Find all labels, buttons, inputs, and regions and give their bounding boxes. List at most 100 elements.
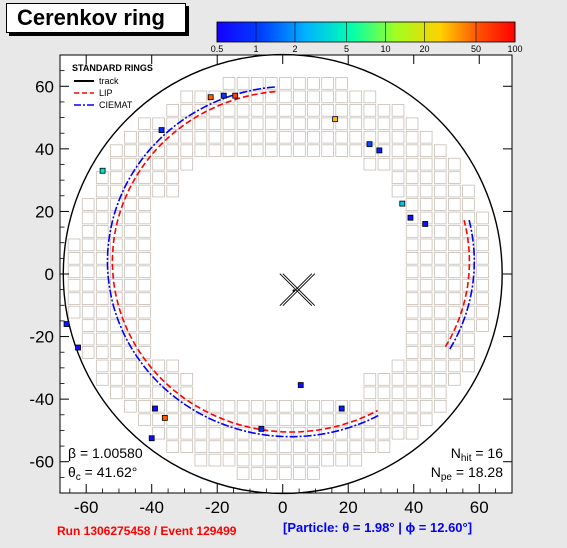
pmt-cell [448,211,461,225]
hit-point [148,435,155,442]
pmt-cell [152,184,165,198]
hit-point [152,405,158,412]
pmt-cell [462,319,475,332]
pmt-cell [476,238,489,252]
plot-frame [59,54,513,494]
pmt-cell [349,399,363,413]
pmt-cell [264,467,278,480]
pmt-cell [391,117,405,131]
pmt-cell [67,278,81,292]
pmt-cell [293,467,306,480]
pmt-cell [110,278,123,292]
pmt-cell [138,399,151,413]
pmt-cell [279,453,292,467]
pmt-cell [433,171,447,184]
pmt-cell [81,332,95,346]
pmt-cell [462,278,475,292]
pmt-cell [307,104,320,117]
colorbar-tick-label: 5 [344,44,349,54]
pmt-cell [377,440,391,453]
pmt-cell [476,211,489,225]
pmt-cell [419,171,433,184]
pmt-cell [110,144,123,157]
pmt-cell [405,225,419,238]
pmt-cell [236,399,250,413]
pmt-cell [448,157,461,171]
pmt-cell [81,278,95,292]
theta-c-value: θc = 41.62° [68,464,137,483]
pmt-cell [433,184,447,198]
pmt-cell [321,453,334,467]
pmt-cell [152,373,165,386]
pmt-cell [180,157,194,171]
pmt-cell [293,453,306,467]
pmt-cell [448,305,461,319]
colorbar-tick-label: 1 [253,44,258,54]
pmt-cell [307,77,320,90]
pmt-cell [166,399,179,413]
pmt-cell [250,467,264,480]
pmt-cell [462,184,475,198]
pmt-cell [448,265,461,279]
pmt-cell [349,117,363,131]
pmt-cell [448,252,461,265]
pmt-cell [476,252,489,265]
colorbar: 0.5 1 2 5 10 20 50 100 [211,21,523,54]
pmt-cell [124,144,137,157]
pmt-cell [405,386,419,400]
pmt-cell [95,211,109,225]
pmt-cell [67,305,81,319]
pmt-cell [476,225,489,238]
pmt-cell [433,373,447,386]
pmt-cell [419,238,433,252]
pmt-cell [307,117,320,131]
pmt-cell [194,104,208,117]
pmt-cell [264,426,278,440]
pmt-cell [222,130,236,144]
pmt-cell [405,265,419,279]
pmt-cell [180,426,194,440]
chart-title: Cerenkov ring [17,5,165,30]
pmt-cell [377,130,391,144]
hit-point [63,321,70,327]
pmt-cell [81,225,95,238]
pmt-cell [95,292,109,305]
pmt-cell [264,440,278,453]
pmt-cell [110,265,123,279]
pmt-cell [279,399,292,413]
pmt-cell [391,413,405,427]
x-tick-label: -60 [74,498,99,517]
pmt-cell [124,373,137,386]
pmt-cell [307,413,320,427]
pmt-cell [152,359,165,373]
pmt-cell [166,171,179,184]
pmt-grid [67,77,489,480]
pmt-cell [180,373,194,386]
pmt-cell [194,426,208,440]
pmt-cell [419,413,433,427]
pmt-cell [81,211,95,225]
pmt-cell [95,332,109,346]
run-event-label: Run 1306275458 / Event 129499 [57,524,237,538]
pmt-cell [250,413,264,427]
pmt-cell [279,467,292,480]
pmt-cell [264,104,278,117]
pmt-cell [166,386,179,400]
pmt-cell [307,453,320,467]
pmt-cell [448,238,461,252]
pmt-cell [391,171,405,184]
pmt-cell [433,305,447,319]
pmt-cell [377,399,391,413]
pmt-cell [138,171,151,184]
pmt-cell [476,305,489,319]
pmt-cell [405,332,419,346]
hit-point [399,200,406,207]
hit-point [158,127,165,133]
hit-point [407,214,414,221]
pmt-cell [448,346,461,359]
pmt-cell [321,130,334,144]
pmt-cell [152,426,165,440]
pmt-cell [307,90,320,104]
pmt-cell [180,144,194,157]
